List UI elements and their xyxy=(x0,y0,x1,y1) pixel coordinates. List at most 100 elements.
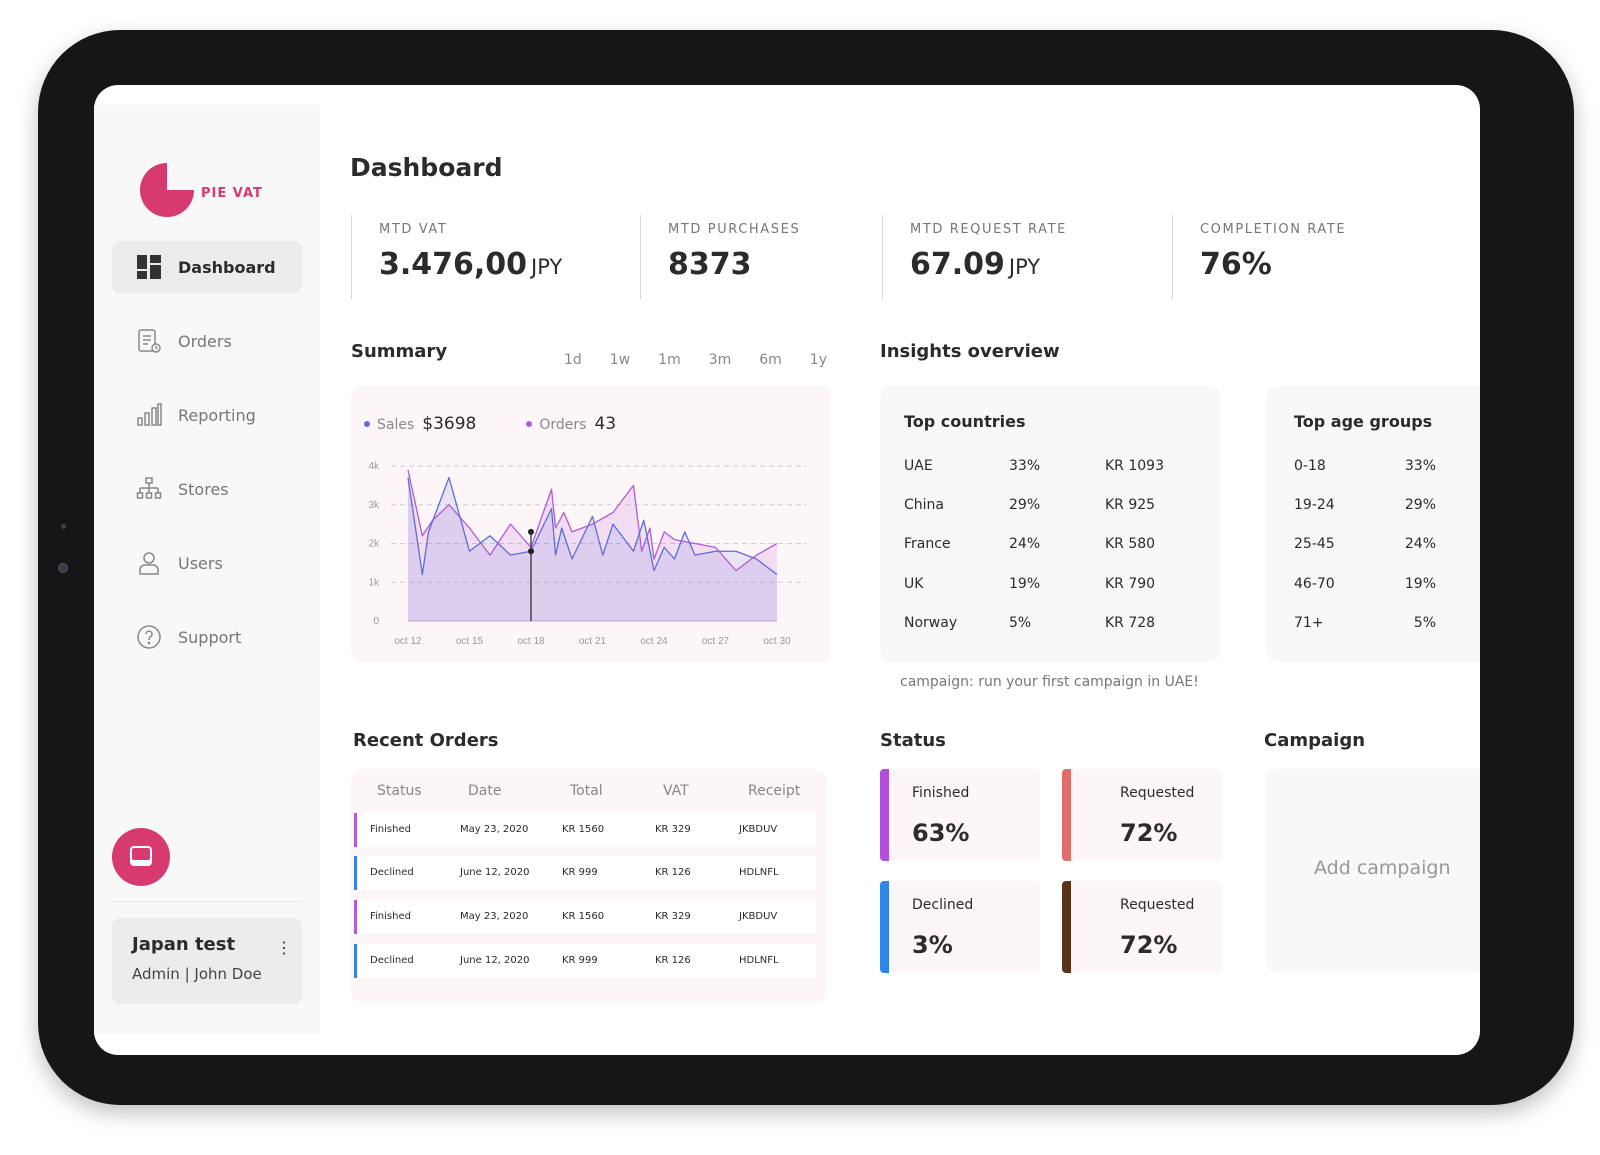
status-color-bar xyxy=(354,856,357,890)
legend-value: 43 xyxy=(594,414,617,434)
hover-marker-point[interactable] xyxy=(528,548,534,555)
status-color-bar xyxy=(354,813,357,847)
kpi-label: MTD REQUEST RATE xyxy=(910,222,1067,237)
status-card-requested-2[interactable]: Requested 72% xyxy=(1062,881,1222,973)
table-row[interactable]: Declined June 12, 2020 KR 999 KR 126 HDL… xyxy=(354,856,816,890)
summary-area-chart[interactable]: 0 1k 2k 3k 4k oct 12 oct 15 oct 18 oct 21 oct 24 o… xyxy=(351,446,831,656)
campaign-hint[interactable]: campaign: run your first campaign in UAE… xyxy=(900,674,1199,690)
y-tick-label: 2k xyxy=(368,539,380,550)
user-role: Admin | John Doe xyxy=(132,965,262,983)
top-age-groups-card: Top age groups 0-18 33% 19-24 29% 25-45 24%… xyxy=(1266,386,1480,662)
status-card-declined[interactable]: Declined 3% xyxy=(880,881,1040,973)
order-date: May 23, 2020 xyxy=(460,824,529,835)
status-color-bar xyxy=(1062,769,1071,861)
status-value: 72% xyxy=(1120,819,1178,847)
order-vat: KR 126 xyxy=(655,867,691,878)
range-1y[interactable]: 1y xyxy=(809,352,827,368)
kpi-label: MTD PURCHASES xyxy=(668,222,801,237)
kpi-unit: JPY xyxy=(531,255,563,279)
order-receipt[interactable]: HDLNFL xyxy=(739,867,779,878)
order-receipt[interactable]: JKBDUV xyxy=(739,911,778,922)
status-color-bar xyxy=(880,769,889,861)
order-receipt[interactable]: HDLNFL xyxy=(739,955,779,966)
status-card-requested[interactable]: Requested 72% xyxy=(1062,769,1222,861)
order-receipt[interactable]: JKBDUV xyxy=(739,824,778,835)
range-6m[interactable]: 6m xyxy=(759,352,782,368)
series-line-orders xyxy=(407,469,778,572)
status-label: Finished xyxy=(912,785,970,801)
x-tick-label: oct 18 xyxy=(517,636,545,647)
sidebar: PIE VAT Dashboard Orders Reporting xyxy=(94,105,320,1035)
y-tick-label: 0 xyxy=(373,616,379,627)
y-tick-label: 3k xyxy=(368,500,380,511)
order-status: Finished xyxy=(370,824,411,835)
table-row[interactable]: Finished May 23, 2020 KR 1560 KR 329 JKB… xyxy=(354,900,816,934)
column-header[interactable]: Date xyxy=(468,783,502,799)
kpi-label: MTD VAT xyxy=(379,222,448,237)
status-label: Requested xyxy=(1120,785,1195,801)
sidebar-item-orders[interactable]: Orders xyxy=(112,315,302,367)
sensor-dot xyxy=(61,524,66,529)
sidebar-item-label: Users xyxy=(178,553,223,573)
sidebar-item-support[interactable]: Support xyxy=(112,611,302,663)
order-date: June 12, 2020 xyxy=(460,955,530,966)
sidebar-item-label: Orders xyxy=(178,331,232,351)
x-tick-label: oct 27 xyxy=(702,636,730,647)
recent-orders-title: Recent Orders xyxy=(353,730,499,751)
status-color-bar xyxy=(354,900,357,934)
campaign-title: Campaign xyxy=(1264,730,1366,751)
sidebar-item-reporting[interactable]: Reporting xyxy=(112,389,302,441)
column-header[interactable]: Receipt xyxy=(748,783,801,799)
sidebar-item-dashboard[interactable]: Dashboard xyxy=(112,241,302,293)
column-header[interactable]: Total xyxy=(570,783,603,799)
sidebar-item-users[interactable]: Users xyxy=(112,537,302,589)
status-card-finished[interactable]: Finished 63% xyxy=(880,769,1040,861)
order-total: KR 999 xyxy=(562,955,598,966)
legend-value: $3698 xyxy=(422,414,477,434)
chart-legend: Sales $3698 Orders 43 xyxy=(364,414,666,434)
add-campaign-button[interactable]: Add campaign xyxy=(1314,857,1451,879)
range-1m[interactable]: 1m xyxy=(658,352,681,368)
kpi-completion-rate: COMPLETION RATE 76% xyxy=(1172,215,1346,299)
status-value: 63% xyxy=(912,819,970,847)
range-1d[interactable]: 1d xyxy=(564,352,582,368)
order-total: KR 1560 xyxy=(562,911,605,922)
order-total: KR 999 xyxy=(562,867,598,878)
hover-marker-point[interactable] xyxy=(528,528,534,535)
kpi-value: 76% xyxy=(1200,247,1272,282)
pie-vat-logo[interactable] xyxy=(138,161,196,219)
list-item: China 29% KR 925 xyxy=(904,497,1156,513)
orders-icon xyxy=(136,328,162,354)
list-item: UAE 33% KR 1093 xyxy=(904,458,1164,474)
card-title: Top countries xyxy=(904,412,1026,431)
order-date: May 23, 2020 xyxy=(460,911,529,922)
table-row[interactable]: Declined June 12, 2020 KR 999 KR 126 HDL… xyxy=(354,944,816,978)
column-header[interactable]: Status xyxy=(377,783,422,799)
legend-name: Sales xyxy=(377,417,415,433)
list-item: 71+ 5% xyxy=(1294,615,1436,631)
status-value: 72% xyxy=(1120,931,1178,959)
legend-name: Orders xyxy=(539,417,587,433)
list-item: 25-45 24% xyxy=(1294,536,1436,552)
chat-icon xyxy=(130,846,152,866)
range-1w[interactable]: 1w xyxy=(609,352,631,368)
status-color-bar xyxy=(880,881,889,973)
campaign-card[interactable]: Add campaign xyxy=(1266,769,1480,973)
x-tick-label: oct 21 xyxy=(579,636,607,647)
y-tick-label: 1k xyxy=(368,577,380,588)
chat-button[interactable] xyxy=(112,828,170,886)
kpi-value: 67.09 JPY xyxy=(910,247,1041,282)
status-value: 3% xyxy=(912,931,953,959)
table-row[interactable]: Finished May 23, 2020 KR 1560 KR 329 JKB… xyxy=(354,813,816,847)
list-item: 19-24 29% xyxy=(1294,497,1436,513)
user-card[interactable]: Japan test Admin | John Doe ⋮ xyxy=(112,918,302,1004)
sidebar-divider xyxy=(112,901,302,902)
list-item: 0-18 33% xyxy=(1294,458,1436,474)
sidebar-item-stores[interactable]: Stores xyxy=(112,463,302,515)
column-header[interactable]: VAT xyxy=(663,783,689,799)
legend-dot-orders xyxy=(526,421,533,427)
range-3m[interactable]: 3m xyxy=(708,352,732,368)
list-item: 46-70 19% xyxy=(1294,576,1436,592)
kebab-menu-icon[interactable]: ⋮ xyxy=(276,938,292,957)
order-status: Declined xyxy=(370,867,414,878)
